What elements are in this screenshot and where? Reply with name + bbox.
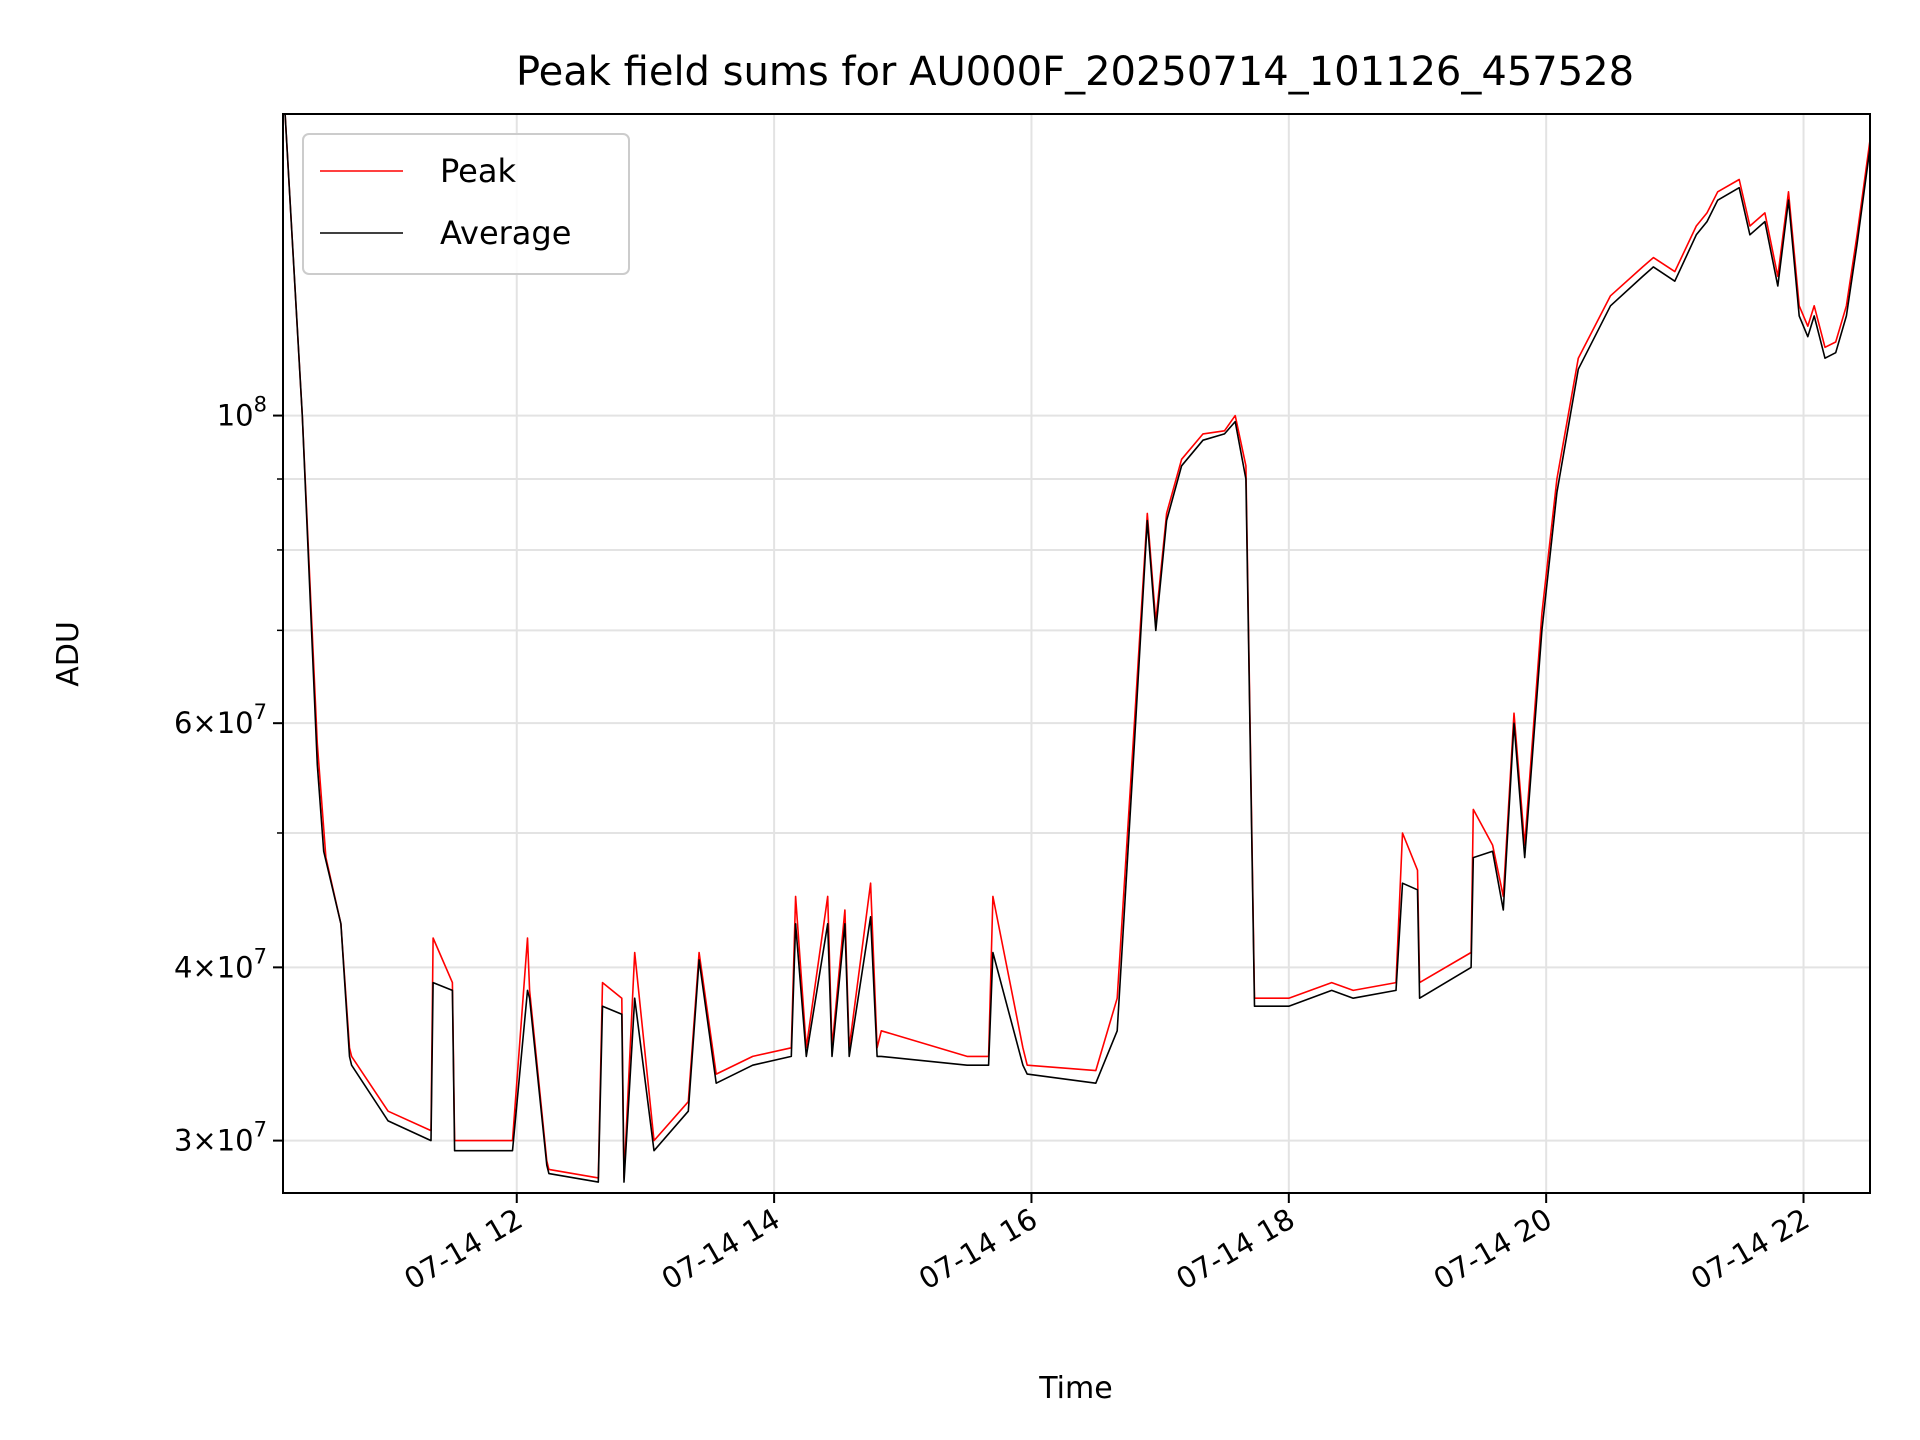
series-layer xyxy=(284,113,1871,1183)
y-tick-label: 3×107 xyxy=(174,1118,267,1158)
y-axis: 3×107 4×107 6×107 108 xyxy=(174,393,283,1158)
legend-label-peak: Peak xyxy=(440,152,516,190)
y-tick-label: 6×107 xyxy=(174,700,267,740)
legend: Peak Average xyxy=(302,133,630,275)
y-tick-label: 4×107 xyxy=(174,944,267,984)
legend-label-average: Average xyxy=(440,214,571,252)
average-series-line xyxy=(284,113,1871,1183)
legend-box xyxy=(302,133,630,275)
y-axis-label: ADU xyxy=(51,621,86,687)
y-tick-label: 108 xyxy=(217,393,267,433)
chart-title: Peak field sums for AU000F_20250714_1011… xyxy=(516,49,1634,95)
x-axis-label: Time xyxy=(1038,1371,1112,1406)
plot-frame xyxy=(282,113,1871,1194)
grid xyxy=(283,114,1870,1193)
